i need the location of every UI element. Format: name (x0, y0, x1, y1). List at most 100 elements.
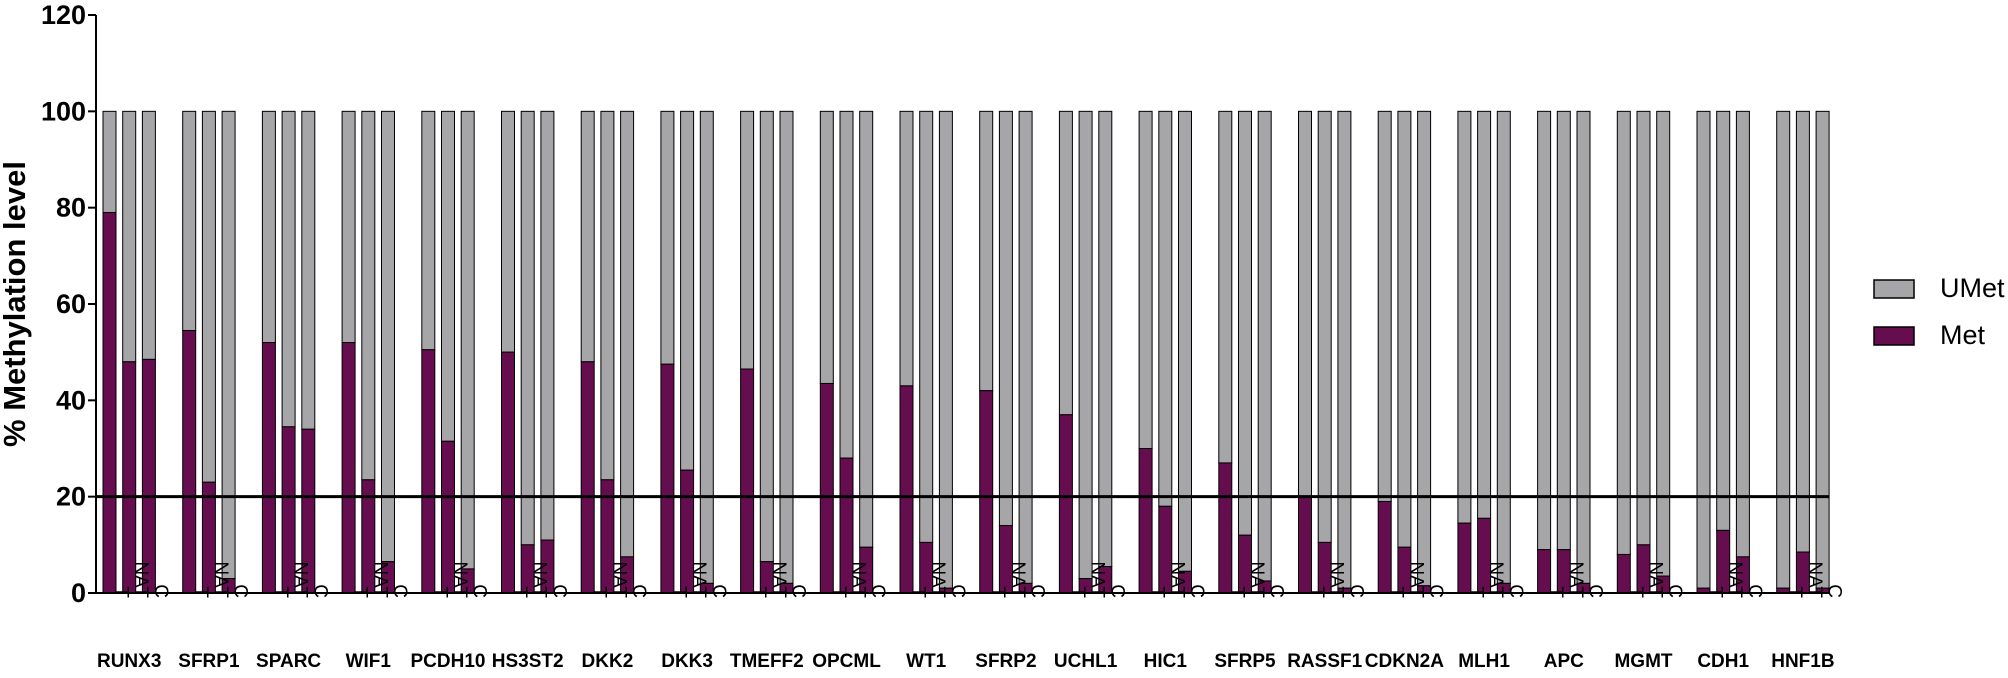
met-bar (182, 329, 197, 594)
umet-bar (839, 110, 854, 459)
axes-layer: 0 20 40 60 80 100 120 % Methylation level (0, 0, 1829, 608)
umet-bar (281, 110, 296, 428)
umet-bar (361, 110, 376, 481)
condition-label: C (469, 584, 490, 598)
umet-bar (1238, 110, 1252, 536)
met-bar (1298, 496, 1312, 594)
umet-bar (182, 110, 197, 331)
umet-bar (540, 110, 555, 541)
umet-bar (1696, 110, 1711, 589)
condition-label: T (1784, 586, 1805, 598)
umet-bar (1138, 110, 1153, 449)
condition-label: C (1585, 584, 1606, 598)
gene-label: WT1 (906, 651, 947, 672)
condition-label: NAT (529, 561, 550, 598)
umet-bar (1556, 110, 1571, 551)
condition-label: NAT (1565, 561, 1586, 598)
condition-label: NAT (608, 561, 629, 598)
condition-label: C (1744, 584, 1765, 598)
condition-label: NAT (1804, 561, 1825, 598)
condition-label: T (1705, 586, 1726, 598)
condition-label: NAT (1087, 561, 1108, 598)
umet-bar (1257, 110, 1272, 582)
gene-label: SFRP5 (1214, 651, 1276, 672)
gene-label: SPARC (256, 651, 321, 672)
umet-bar (1337, 110, 1352, 589)
condition-label: NAT (1166, 561, 1187, 598)
y-tick-label: 120 (41, 0, 86, 30)
umet-bar (938, 110, 953, 589)
condition-label: C (1505, 584, 1526, 598)
condition-label: T (668, 586, 689, 598)
umet-bar (1377, 110, 1392, 502)
gene-label: WIF1 (346, 651, 392, 672)
umet-bar (1776, 110, 1791, 589)
umet-bar (1457, 110, 1472, 524)
gene-label: HS3ST2 (492, 651, 564, 672)
condition-label: T (1306, 586, 1327, 598)
condition-label: NAT (1485, 561, 1506, 598)
condition-label: T (748, 586, 769, 598)
umet-bar (998, 110, 1013, 527)
condition-label: NAT (688, 561, 709, 598)
umet-bar (381, 110, 395, 563)
condition-label: C (867, 584, 888, 598)
met-bar (501, 351, 515, 594)
condition-label: T (111, 586, 132, 598)
gene-label: RASSF1 (1287, 651, 1362, 672)
umet-bar (122, 110, 137, 363)
condition-label: NAT (210, 561, 231, 598)
condition-label: C (1345, 584, 1366, 598)
met-bar (261, 342, 276, 594)
y-tick-label: 80 (56, 193, 86, 223)
condition-label: C (389, 584, 410, 598)
gene-label: SFRP1 (178, 651, 240, 672)
umet-bar (1158, 110, 1173, 507)
condition-label: T (1465, 586, 1486, 598)
gene-label: OPCML (812, 651, 881, 672)
bars-layer (102, 110, 1830, 594)
condition-label: NAT (1007, 561, 1028, 598)
condition-label: C (1186, 584, 1207, 598)
condition-label: T (509, 586, 530, 598)
met-bar (660, 363, 675, 594)
legend: UMet Met (1873, 273, 2005, 350)
condition-label: T (429, 586, 450, 598)
condition-label: NAT (1246, 561, 1267, 598)
condition-label: C (1266, 584, 1287, 598)
umet-bar (1795, 110, 1810, 553)
umet-bar (301, 110, 316, 430)
met-bar (979, 390, 994, 594)
umet-bar (520, 110, 535, 546)
umet-bar (1018, 110, 1033, 584)
condition-label: C (1664, 584, 1685, 598)
condition-label: C (548, 584, 569, 598)
umet-bar (1397, 110, 1412, 548)
gene-label: CDH1 (1697, 651, 1749, 672)
condition-label: NAT (1724, 561, 1745, 598)
umet-bar (201, 110, 216, 483)
condition-label: T (350, 586, 371, 598)
umet-bar (699, 110, 714, 584)
gene-label: UCHL1 (1054, 651, 1118, 672)
umet-bar (1537, 110, 1552, 551)
umet-bar (1298, 110, 1312, 498)
x-labels-layer: TNATCRUNX3TNATCSFRP1TNATCSPARCTNATCWIF1T… (97, 561, 1845, 672)
legend-swatch (1873, 326, 1915, 346)
legend-label: UMet (1940, 273, 2005, 303)
y-tick-label: 20 (56, 482, 86, 512)
condition-label: NAT (1326, 561, 1347, 598)
umet-bar (1636, 110, 1651, 546)
legend-label: Met (1940, 320, 1986, 350)
umet-bar (819, 110, 834, 384)
umet-bar (1317, 110, 1332, 543)
y-tick-label: 0 (71, 578, 86, 608)
met-bar (1138, 448, 1153, 594)
condition-label: C (1824, 584, 1845, 598)
gene-label: SFRP2 (975, 651, 1036, 672)
umet-bar (600, 110, 615, 481)
umet-bar (421, 110, 436, 351)
condition-label: C (1106, 584, 1127, 598)
